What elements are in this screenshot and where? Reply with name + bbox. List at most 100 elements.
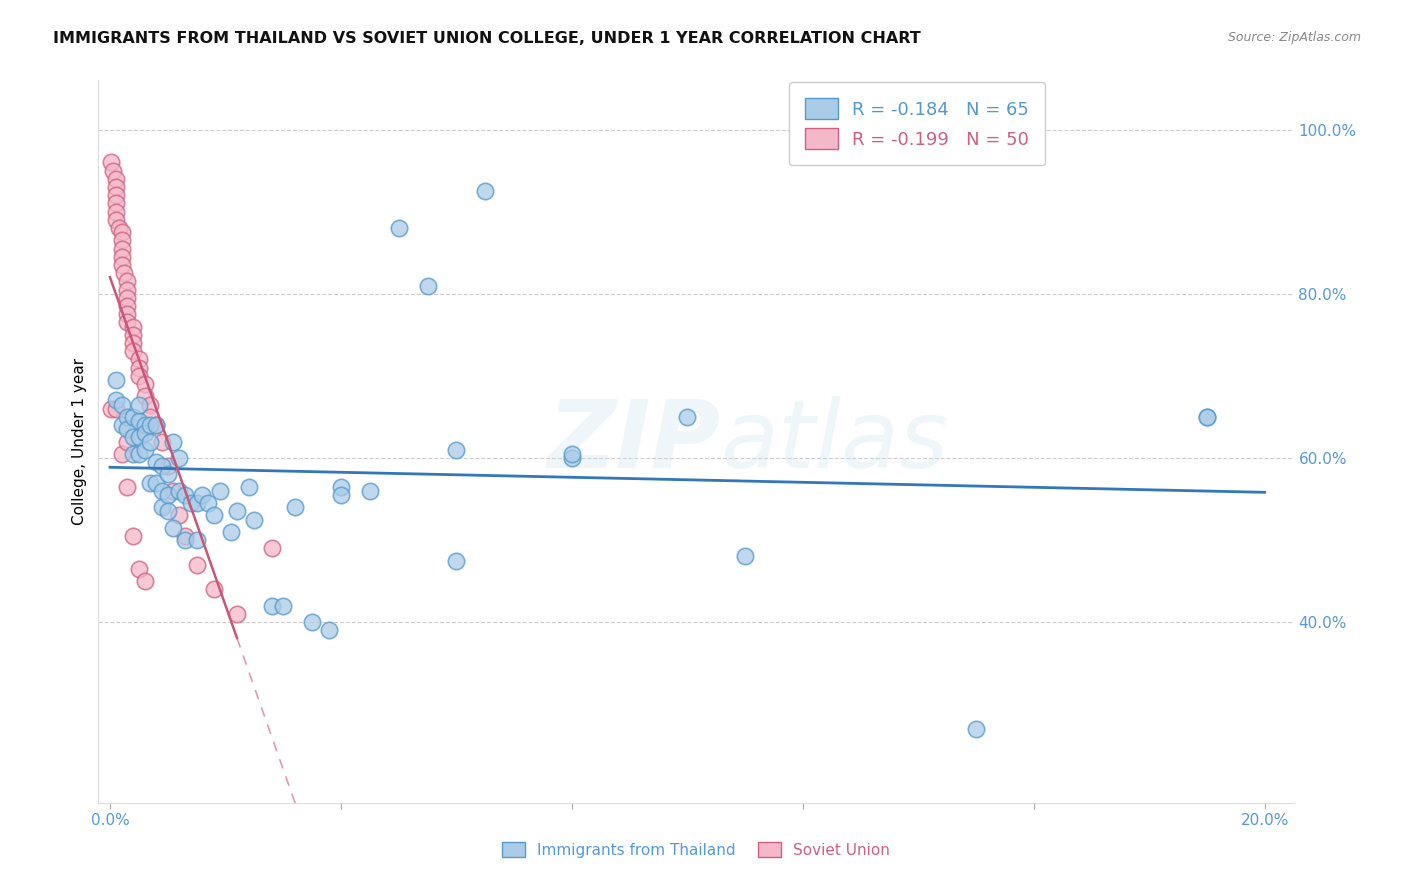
Point [329, 488, 352, 502]
Point [110, 418, 132, 433]
Point [446, 553, 468, 567]
Point [186, 558, 208, 572]
Point [284, 500, 307, 515]
Point [167, 483, 190, 498]
Point [1195, 409, 1218, 424]
Point [117, 422, 139, 436]
Point [150, 459, 173, 474]
Point [128, 360, 150, 375]
Point [219, 524, 242, 539]
Point [128, 352, 150, 367]
Point [186, 533, 208, 547]
Point [134, 442, 156, 457]
Point [162, 483, 184, 498]
Point [117, 409, 139, 424]
Point [104, 373, 127, 387]
Point [104, 171, 127, 186]
Point [197, 496, 219, 510]
Point [180, 496, 202, 510]
Point [117, 480, 139, 494]
Point [145, 418, 167, 433]
Point [329, 480, 352, 494]
Point [128, 368, 150, 383]
Point [238, 480, 260, 494]
Point [202, 582, 225, 597]
Point [139, 434, 162, 449]
Point [104, 393, 127, 408]
Y-axis label: College, Under 1 year: College, Under 1 year [72, 358, 87, 525]
Point [134, 377, 156, 392]
Point [676, 409, 699, 424]
Point [446, 442, 468, 457]
Point [260, 599, 283, 613]
Text: atlas: atlas [720, 396, 948, 487]
Point [139, 418, 162, 433]
Point [100, 155, 122, 169]
Point [260, 541, 283, 556]
Point [167, 508, 190, 523]
Point [117, 283, 139, 297]
Point [301, 615, 323, 630]
Point [156, 488, 179, 502]
Point [134, 418, 156, 433]
Point [1195, 409, 1218, 424]
Point [117, 307, 139, 321]
Point [139, 409, 162, 424]
Point [388, 221, 411, 235]
Point [416, 278, 439, 293]
Point [226, 607, 249, 621]
Point [128, 562, 150, 576]
Point [318, 624, 340, 638]
Point [122, 319, 145, 334]
Point [139, 475, 162, 490]
Point [139, 398, 162, 412]
Point [145, 418, 167, 433]
Text: ZIP: ZIP [547, 395, 720, 488]
Point [117, 434, 139, 449]
Point [117, 291, 139, 305]
Text: IMMIGRANTS FROM THAILAND VS SOVIET UNION COLLEGE, UNDER 1 YEAR CORRELATION CHART: IMMIGRANTS FROM THAILAND VS SOVIET UNION… [53, 31, 921, 46]
Point [110, 258, 132, 272]
Point [191, 488, 214, 502]
Point [150, 483, 173, 498]
Point [110, 398, 132, 412]
Point [156, 459, 179, 474]
Point [104, 401, 127, 416]
Point [150, 500, 173, 515]
Point [734, 549, 756, 564]
Point [110, 250, 132, 264]
Point [122, 327, 145, 342]
Point [226, 504, 249, 518]
Point [208, 483, 231, 498]
Point [128, 414, 150, 428]
Text: Source: ZipAtlas.com: Source: ZipAtlas.com [1227, 31, 1361, 45]
Point [271, 599, 294, 613]
Point [104, 196, 127, 211]
Point [104, 188, 127, 202]
Point [110, 233, 132, 247]
Point [167, 450, 190, 465]
Point [110, 242, 132, 256]
Point [112, 266, 135, 280]
Point [117, 275, 139, 289]
Point [243, 512, 266, 526]
Point [202, 508, 225, 523]
Point [107, 221, 129, 235]
Point [110, 447, 132, 461]
Legend: Immigrants from Thailand, Soviet Union: Immigrants from Thailand, Soviet Union [495, 836, 897, 863]
Point [965, 722, 987, 736]
Point [128, 398, 150, 412]
Point [156, 467, 179, 482]
Point [122, 430, 145, 444]
Point [186, 496, 208, 510]
Point [162, 521, 184, 535]
Point [128, 447, 150, 461]
Point [145, 475, 167, 490]
Point [174, 529, 197, 543]
Point [110, 225, 132, 239]
Point [122, 409, 145, 424]
Point [162, 434, 184, 449]
Point [104, 204, 127, 219]
Point [156, 504, 179, 518]
Point [561, 450, 583, 465]
